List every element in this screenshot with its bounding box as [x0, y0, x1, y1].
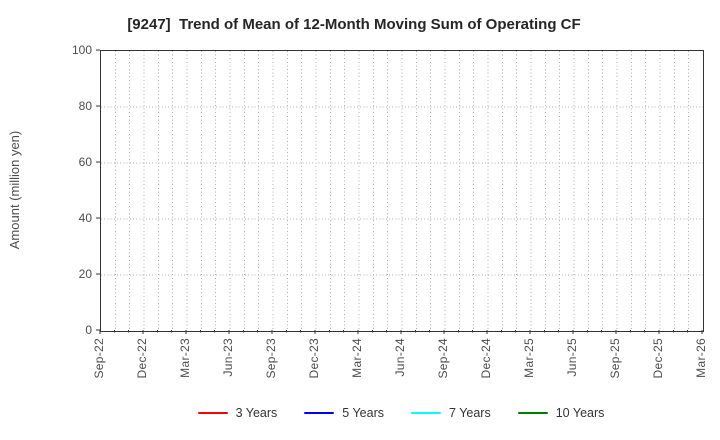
- x-tick-label: Dec-23: [307, 338, 321, 379]
- x-tick-label: Sep-25: [608, 338, 622, 379]
- grid-lines: [101, 51, 703, 331]
- y-tick-label: 60: [78, 155, 92, 169]
- legend-line-swatch: [304, 411, 335, 415]
- y-tick-label: 40: [78, 211, 92, 225]
- legend-item: 3 Years: [197, 405, 278, 420]
- legend-label: 5 Years: [342, 405, 385, 420]
- x-tick-label: Jun-24: [393, 338, 407, 377]
- x-tick-label: Mar-24: [350, 338, 364, 378]
- x-tick-label: Sep-22: [92, 338, 106, 379]
- x-tick-label: Sep-23: [264, 338, 278, 379]
- plot-area: [100, 50, 704, 332]
- legend-line-swatch: [517, 411, 548, 415]
- y-tick-label: 20: [78, 267, 92, 281]
- y-tick-label: 80: [78, 99, 92, 113]
- x-tick-label: Dec-25: [651, 338, 665, 379]
- x-tick-label: Dec-22: [135, 338, 149, 379]
- legend-item: 7 Years: [411, 407, 491, 420]
- y-axis-label: Amount (million yen): [7, 130, 22, 250]
- legend-line-swatch: [197, 411, 228, 415]
- x-tick-label: Sep-24: [436, 338, 450, 379]
- x-tick-label: Mar-26: [694, 338, 708, 378]
- legend: 3 Years 5 Years 7 Years 10 Years: [100, 403, 702, 423]
- y-tick-label: 100: [71, 43, 92, 57]
- x-tick-label: Jun-25: [565, 338, 579, 377]
- legend-item: 10 Years: [517, 405, 605, 420]
- legend-item: 5 Years: [304, 407, 384, 420]
- legend-line-swatch: [411, 411, 442, 415]
- legend-label: 7 Years: [449, 405, 491, 420]
- legend-label: 10 Years: [555, 405, 605, 420]
- chart-title: [9247] Trend of Mean of 12-Month Moving …: [127, 16, 581, 33]
- y-tick-label: 0: [85, 323, 92, 337]
- legend-label: 3 Years: [235, 405, 278, 420]
- x-tick-label: Dec-24: [479, 338, 493, 379]
- x-tick-label: Mar-25: [522, 338, 536, 378]
- x-tick-label: Jun-23: [221, 338, 235, 377]
- x-tick-label: Mar-23: [178, 338, 192, 378]
